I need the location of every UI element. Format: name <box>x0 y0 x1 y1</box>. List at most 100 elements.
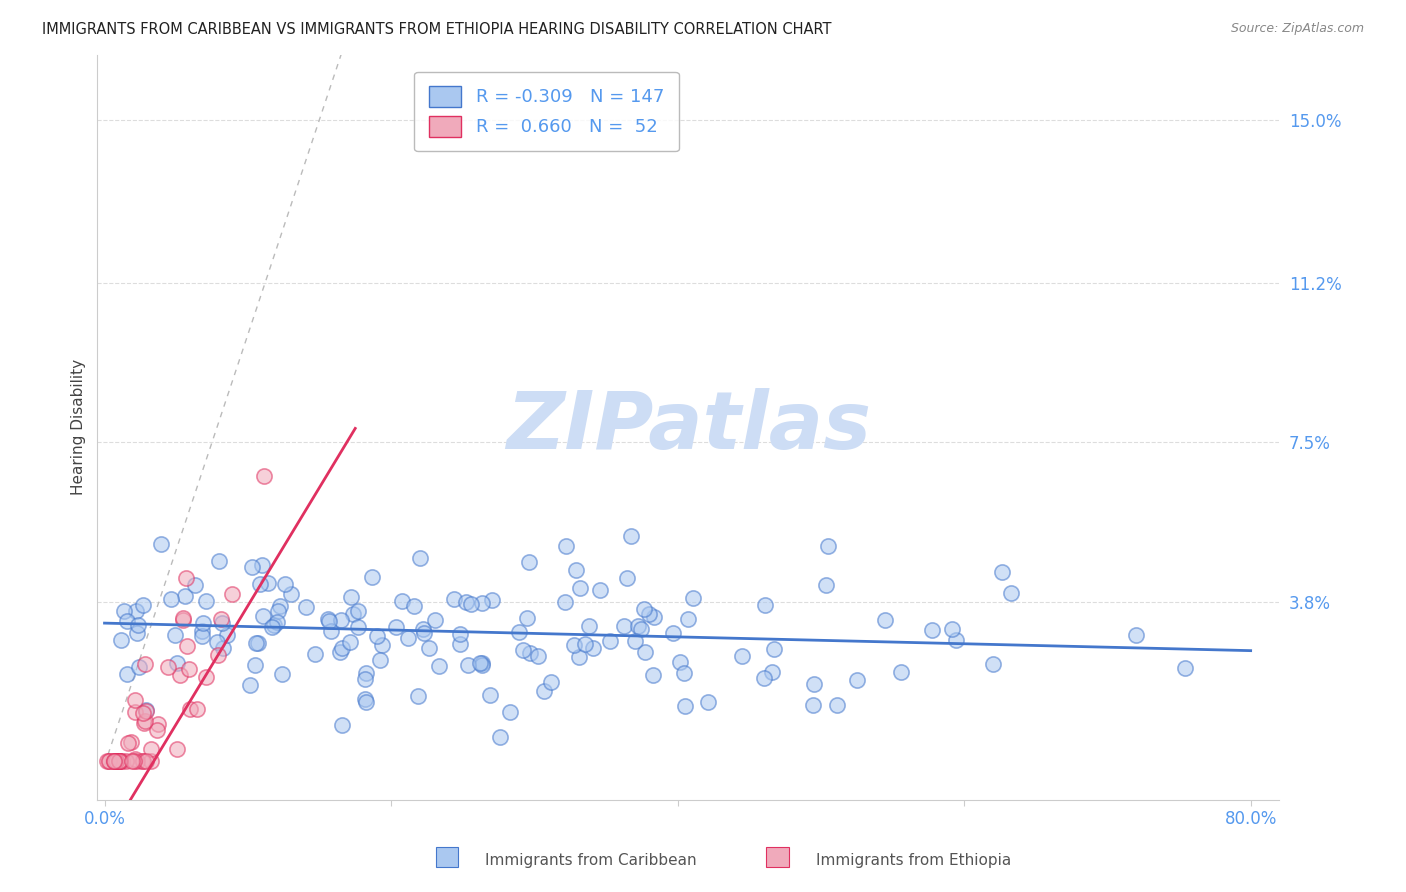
Point <box>177 662 200 676</box>
Point <box>141 754 163 768</box>
Point <box>471 656 494 670</box>
Point <box>108 754 131 768</box>
Point <box>554 539 576 553</box>
Point <box>825 698 848 712</box>
Point <box>582 641 605 656</box>
Point <box>624 633 647 648</box>
Point <box>112 604 135 618</box>
Point <box>252 609 274 624</box>
Point <box>696 695 718 709</box>
Point <box>209 612 232 626</box>
Point <box>941 622 963 636</box>
Point <box>613 618 636 632</box>
Text: ZIPatlas: ZIPatlas <box>506 388 870 467</box>
Point <box>263 618 285 632</box>
Point <box>139 742 162 756</box>
Point <box>540 675 562 690</box>
Point <box>361 570 384 584</box>
Point <box>517 555 540 569</box>
Point <box>121 754 143 768</box>
Point <box>460 597 482 611</box>
Point <box>105 754 128 768</box>
Point <box>1125 628 1147 642</box>
Point <box>554 595 576 609</box>
Point <box>124 693 146 707</box>
Point <box>240 560 263 574</box>
Point <box>1000 586 1022 600</box>
Point <box>217 627 239 641</box>
Point <box>803 677 825 691</box>
Point <box>193 616 215 631</box>
Point <box>250 558 273 573</box>
Point <box>762 642 785 657</box>
Point <box>107 754 129 768</box>
Point <box>568 581 591 595</box>
Point <box>103 754 125 768</box>
Point <box>127 626 149 640</box>
Point <box>132 754 155 768</box>
Point <box>339 635 361 649</box>
Point <box>457 658 479 673</box>
Point <box>669 655 692 669</box>
Point <box>330 640 353 655</box>
Point <box>471 596 494 610</box>
Point <box>125 754 148 768</box>
Point <box>875 613 897 627</box>
Point <box>890 665 912 679</box>
Point <box>195 594 218 608</box>
Point <box>412 626 434 640</box>
Point <box>165 628 187 642</box>
Point <box>391 594 413 608</box>
Point <box>249 577 271 591</box>
Point <box>247 636 270 650</box>
Point <box>991 565 1014 579</box>
Point <box>945 632 967 647</box>
Point <box>354 665 377 680</box>
Point <box>489 730 512 744</box>
Point <box>519 646 541 660</box>
Point <box>815 577 838 591</box>
Point <box>111 754 134 768</box>
Point <box>174 570 197 584</box>
Point <box>673 665 696 680</box>
Point <box>620 529 643 543</box>
Point <box>179 702 201 716</box>
Point <box>330 613 353 627</box>
Point <box>633 602 655 616</box>
Point <box>239 678 262 692</box>
Point <box>212 641 235 656</box>
Point <box>108 754 131 768</box>
Point <box>340 590 363 604</box>
Point <box>166 656 188 670</box>
Point <box>124 752 146 766</box>
Point <box>754 671 776 685</box>
Point <box>271 667 294 681</box>
Text: IMMIGRANTS FROM CARIBBEAN VS IMMIGRANTS FROM ETHIOPIA HEARING DISABILITY CORRELA: IMMIGRANTS FROM CARIBBEAN VS IMMIGRANTS … <box>42 22 832 37</box>
Point <box>110 633 132 648</box>
Point <box>208 554 231 568</box>
Point <box>205 635 228 649</box>
Point <box>481 593 503 607</box>
Point <box>412 622 434 636</box>
Point <box>801 698 824 712</box>
Point <box>404 599 426 613</box>
Point <box>468 656 491 670</box>
Point <box>104 754 127 768</box>
Y-axis label: Hearing Disability: Hearing Disability <box>72 359 86 495</box>
Point <box>599 633 621 648</box>
Point <box>304 647 326 661</box>
Point <box>316 612 339 626</box>
Point <box>533 684 555 698</box>
Point <box>194 670 217 684</box>
Point <box>280 587 302 601</box>
Point <box>565 562 588 576</box>
Point <box>342 607 364 622</box>
Point <box>562 638 585 652</box>
Point <box>114 754 136 768</box>
Point <box>406 689 429 703</box>
Point <box>329 645 352 659</box>
Point <box>221 587 243 601</box>
Point <box>817 539 839 553</box>
Point <box>370 653 392 667</box>
Point <box>131 706 153 721</box>
